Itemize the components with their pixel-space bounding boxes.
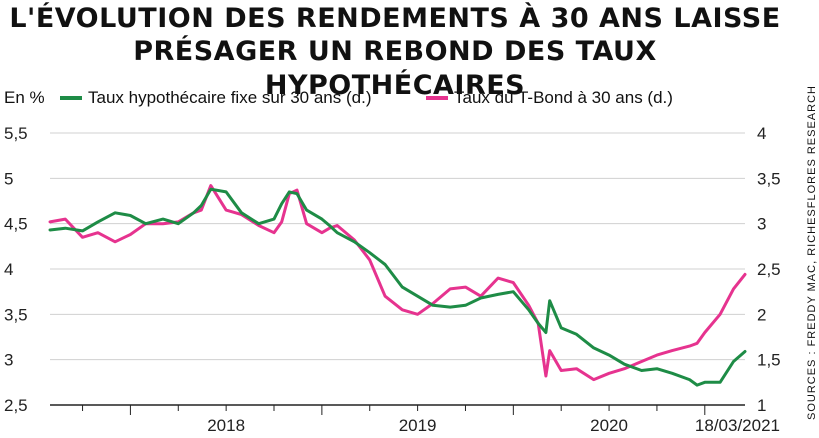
y-left-tick-label: 4,5: [4, 215, 28, 234]
legend-label-tbond: Taux du T-Bond à 30 ans (d.): [454, 88, 673, 107]
series-line-mortgage: [48, 187, 747, 387]
y-left-tick-label: 3: [4, 351, 13, 370]
y-axis-unit-label: En %: [4, 88, 45, 107]
chart-title-line1: L'ÉVOLUTION DES RENDEMENTS À 30 ANS LAIS…: [9, 3, 781, 34]
y-right-tick-label: 2: [757, 305, 766, 324]
y-left-tick-label: 4: [4, 260, 13, 279]
legend-item-tbond: Taux du T-Bond à 30 ans (d.): [426, 88, 673, 108]
legend-item-mortgage: Taux hypothécaire fixe sur 30 ans (d.): [60, 88, 371, 108]
y-right-tick-label: 4: [757, 124, 766, 143]
y-right-tick-label: 2,5: [757, 260, 781, 279]
legend-swatch-tbond: [426, 96, 448, 100]
x-tick-label-date: 18/03/2021: [695, 416, 780, 435]
legend-label-mortgage: Taux hypothécaire fixe sur 30 ans (d.): [88, 88, 372, 107]
x-tick-label: 2019: [399, 416, 437, 435]
y-right-tick-label: 1,5: [757, 351, 781, 370]
y-left-tick-label: 2,5: [4, 396, 28, 415]
x-tick-label: 2020: [590, 416, 628, 435]
y-left-tick-label: 3,5: [4, 305, 28, 324]
y-left-tick-label: 5: [4, 169, 13, 188]
y-right-tick-label: 1: [757, 396, 766, 415]
legend-swatch-mortgage: [60, 96, 82, 100]
chart-title-line2: PRÉSAGER UN REBOND DES TAUX HYPOTHÉCAIRE…: [133, 36, 657, 101]
x-tick-label: 2018: [207, 416, 245, 435]
y-right-tick-label: 3: [757, 215, 766, 234]
y-right-tick-label: 3,5: [757, 169, 781, 188]
y-left-tick-label: 5,5: [4, 124, 28, 143]
